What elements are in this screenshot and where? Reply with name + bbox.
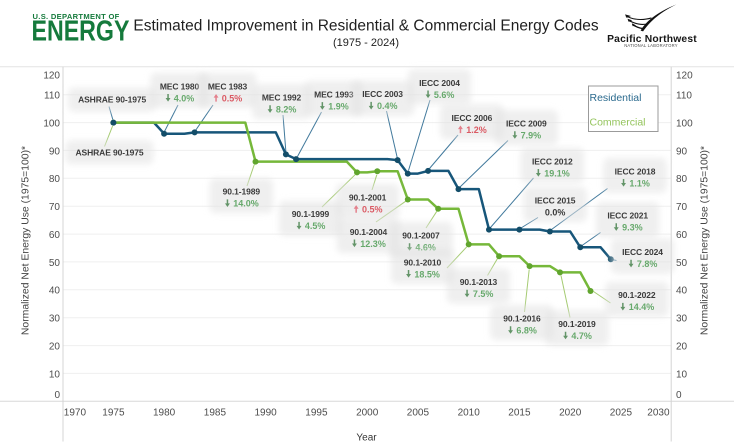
svg-text:90.1-1989: 90.1-1989: [223, 187, 261, 197]
svg-text:2030: 2030: [647, 408, 670, 419]
svg-text:ENERGY: ENERGY: [32, 14, 130, 47]
svg-text:0.5%: 0.5%: [362, 204, 383, 214]
svg-text:7.9%: 7.9%: [521, 131, 542, 141]
svg-text:IECC 2015: IECC 2015: [535, 195, 576, 205]
svg-text:2025: 2025: [610, 408, 633, 419]
svg-text:120: 120: [676, 71, 693, 82]
svg-text:2015: 2015: [508, 408, 531, 419]
svg-text:IECC 2006: IECC 2006: [452, 113, 493, 123]
svg-text:10: 10: [49, 369, 61, 380]
svg-text:30: 30: [676, 314, 688, 325]
svg-text:1.1%: 1.1%: [629, 178, 650, 188]
svg-text:U.S. DEPARTMENT OF: U.S. DEPARTMENT OF: [33, 12, 120, 21]
svg-text:90.1-2016: 90.1-2016: [503, 314, 541, 324]
svg-text:MEC 1992: MEC 1992: [262, 93, 302, 103]
svg-text:1995: 1995: [305, 408, 328, 419]
svg-text:4.7%: 4.7%: [571, 331, 592, 341]
svg-text:(1975 - 2024): (1975 - 2024): [333, 37, 399, 49]
svg-text:MEC 1993: MEC 1993: [314, 89, 354, 99]
svg-text:40: 40: [676, 286, 688, 297]
svg-text:60: 60: [676, 230, 688, 241]
svg-text:90.1-2022: 90.1-2022: [618, 290, 656, 300]
svg-text:100: 100: [676, 119, 693, 130]
svg-text:14.0%: 14.0%: [233, 199, 259, 209]
svg-text:10: 10: [676, 369, 688, 380]
svg-text:6.8%: 6.8%: [516, 326, 537, 336]
svg-text:Year: Year: [356, 433, 377, 444]
svg-text:8.2%: 8.2%: [276, 105, 297, 115]
svg-text:14.4%: 14.4%: [629, 302, 655, 312]
svg-text:9.3%: 9.3%: [622, 223, 643, 233]
svg-text:90.1-2004: 90.1-2004: [350, 227, 388, 237]
svg-text:IECC 2012: IECC 2012: [532, 156, 573, 166]
svg-text:Pacific Northwest: Pacific Northwest: [607, 34, 697, 45]
svg-text:1975: 1975: [102, 408, 125, 419]
svg-text:IECC 2003: IECC 2003: [362, 89, 403, 99]
svg-text:Normalized Net Energy Use (197: Normalized Net Energy Use (1975=100)*: [20, 146, 31, 335]
svg-text:1980: 1980: [153, 408, 176, 419]
svg-text:4.0%: 4.0%: [174, 93, 195, 103]
svg-text:Residential: Residential: [590, 92, 642, 104]
svg-text:0: 0: [54, 390, 60, 401]
svg-text:MEC 1980: MEC 1980: [160, 81, 200, 91]
svg-text:7.8%: 7.8%: [637, 259, 658, 269]
svg-text:2000: 2000: [356, 408, 379, 419]
svg-text:5.6%: 5.6%: [434, 90, 455, 100]
svg-text:1985: 1985: [204, 408, 227, 419]
svg-text:1970: 1970: [64, 408, 87, 419]
svg-text:12.3%: 12.3%: [360, 239, 386, 249]
svg-text:110: 110: [44, 91, 60, 102]
svg-text:90.1-2001: 90.1-2001: [349, 192, 387, 202]
svg-text:90: 90: [49, 146, 61, 157]
svg-text:IECC 2021: IECC 2021: [607, 211, 648, 221]
svg-text:100: 100: [43, 119, 60, 130]
svg-text:2010: 2010: [458, 408, 481, 419]
svg-text:1990: 1990: [254, 408, 277, 419]
svg-text:Estimated Improvement in Resid: Estimated Improvement in Residential & C…: [133, 18, 598, 35]
svg-text:20: 20: [49, 342, 61, 353]
svg-text:Commercial: Commercial: [590, 117, 646, 129]
svg-text:20: 20: [676, 342, 688, 353]
svg-text:90.1-2007: 90.1-2007: [402, 231, 440, 241]
svg-text:70: 70: [49, 202, 61, 213]
svg-text:19.1%: 19.1%: [544, 168, 570, 178]
svg-text:90: 90: [676, 146, 688, 157]
svg-text:MEC 1983: MEC 1983: [208, 81, 248, 91]
svg-text:ASHRAE 90-1975: ASHRAE 90-1975: [78, 95, 146, 105]
svg-text:1.9%: 1.9%: [328, 101, 349, 111]
svg-text:120: 120: [43, 71, 60, 82]
svg-text:IECC 2018: IECC 2018: [615, 166, 656, 176]
svg-text:90.1-1999: 90.1-1999: [292, 209, 330, 219]
svg-text:60: 60: [49, 230, 61, 241]
svg-text:0.4%: 0.4%: [377, 101, 398, 111]
svg-text:90.1-2019: 90.1-2019: [558, 319, 596, 329]
svg-text:7.5%: 7.5%: [473, 289, 494, 299]
svg-text:4.6%: 4.6%: [415, 243, 436, 253]
svg-text:80: 80: [676, 174, 688, 185]
svg-text:90.1-2010: 90.1-2010: [404, 257, 442, 267]
svg-text:50: 50: [676, 258, 688, 269]
svg-text:70: 70: [676, 202, 688, 213]
svg-text:50: 50: [49, 258, 61, 269]
svg-text:2020: 2020: [559, 408, 582, 419]
svg-text:90.1-2013: 90.1-2013: [460, 277, 498, 287]
svg-text:40: 40: [49, 286, 61, 297]
svg-text:4.5%: 4.5%: [305, 221, 326, 231]
svg-text:0.0%: 0.0%: [545, 207, 566, 217]
svg-text:110: 110: [676, 91, 692, 102]
svg-text:0.5%: 0.5%: [222, 93, 243, 103]
svg-text:Normalized Net Energy Use (197: Normalized Net Energy Use (1975=100)*: [699, 146, 710, 335]
svg-text:0: 0: [676, 390, 682, 401]
svg-text:18.5%: 18.5%: [414, 269, 440, 279]
svg-text:NATIONAL LABORATORY: NATIONAL LABORATORY: [624, 43, 678, 48]
svg-text:ASHRAE 90-1975: ASHRAE 90-1975: [75, 147, 143, 157]
svg-text:1.2%: 1.2%: [466, 125, 487, 135]
svg-text:30: 30: [49, 314, 61, 325]
svg-text:IECC 2009: IECC 2009: [506, 119, 547, 129]
svg-text:IECC 2024: IECC 2024: [622, 247, 663, 257]
svg-text:80: 80: [49, 174, 61, 185]
svg-text:IECC 2004: IECC 2004: [419, 78, 460, 88]
svg-text:2005: 2005: [407, 408, 430, 419]
